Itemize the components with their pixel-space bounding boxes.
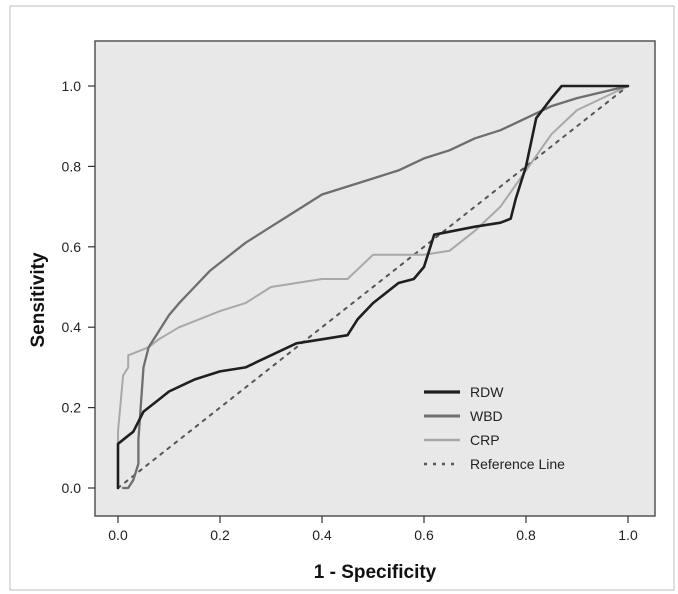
series-line-wbd: [121, 84, 630, 490]
x-tick-label: 0.6: [414, 527, 434, 543]
x-tick-label: 0.0: [108, 527, 128, 543]
y-tick-label: 0.8: [62, 158, 82, 174]
x-axis-label: 1 - Specificity: [314, 562, 437, 583]
x-tick-label: 1.0: [618, 527, 638, 543]
series-line-crp: [117, 85, 629, 489]
series-line-rdw: [116, 84, 630, 490]
legend-label: WBD: [470, 408, 503, 424]
legend: RDW WBD CRP Reference Line: [424, 384, 565, 472]
series-layer: [116, 84, 630, 490]
y-tick-label: 0.2: [62, 400, 82, 416]
y-tick-label: 1.0: [62, 78, 82, 94]
x-tick-label: 0.8: [516, 527, 536, 543]
legend-label: RDW: [470, 384, 504, 400]
axes: 0.0 0.2 0.4 0.6 0.8 1.0 0.0 0.2 0.4 0.6 0.8 1.0: [62, 78, 638, 543]
y-axis-label: Sensitivity: [28, 252, 49, 347]
x-tick-label: 0.2: [210, 527, 230, 543]
legend-label: CRP: [470, 432, 500, 448]
y-tick-label: 0.4: [62, 319, 82, 335]
y-tick-label: 0.0: [62, 480, 82, 496]
plot-area: [94, 40, 656, 517]
legend-label: Reference Line: [470, 456, 565, 472]
series-line-reference-line: [117, 85, 629, 489]
x-tick-label: 0.4: [312, 527, 332, 543]
y-tick-label: 0.6: [62, 239, 82, 255]
